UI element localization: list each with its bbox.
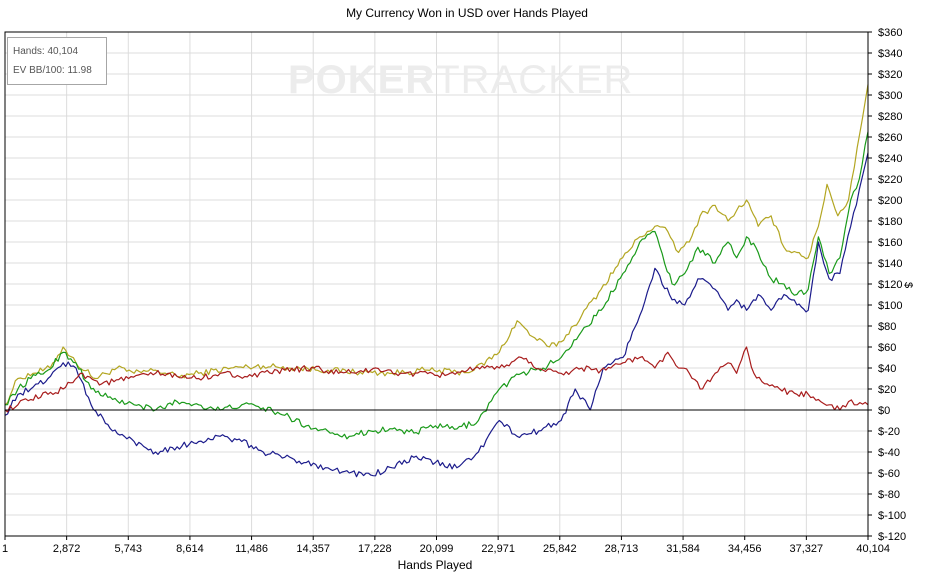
y-tick-label: $320 (878, 69, 902, 81)
x-tick-label: 8,614 (176, 543, 204, 555)
pokertracker-watermark: POKERTRACKER (288, 58, 634, 102)
y-tick-label: $40 (878, 363, 896, 375)
y-tick-label: $280 (878, 111, 902, 123)
x-tick-label: 2,872 (53, 543, 81, 555)
x-axis-ticks: 1 2,872 5,743 8,614 11,486 14,357 17,228 20,099… (2, 536, 890, 555)
x-axis-label: Hands Played (397, 558, 473, 572)
x-tick-label: 11,486 (235, 543, 268, 555)
y-tick-label: $100 (878, 300, 902, 312)
y-tick-label: $-80 (878, 489, 900, 501)
y-tick-label: $20 (878, 384, 896, 396)
y-axis-ticks: $360 $340 $320 $300 $280 $260 $240 $220 $200 $180… (868, 27, 906, 543)
x-tick-label: 17,228 (358, 543, 392, 555)
y-tick-label: $260 (878, 132, 902, 144)
y-tick-label: $-20 (878, 426, 900, 438)
series-line-4 (4, 346, 869, 413)
x-tick-label: 34,456 (728, 543, 762, 555)
y-tick-label: $200 (878, 195, 902, 207)
grid-lines (4, 31, 869, 537)
x-tick-label: 31,584 (666, 543, 700, 555)
x-tick-label: 5,743 (115, 543, 143, 555)
y-tick-label: $120 (878, 279, 902, 291)
y-tick-label: $-100 (878, 510, 906, 522)
y-tick-label: $220 (878, 174, 902, 186)
y-tick-label: $240 (878, 153, 902, 165)
x-tick-label: 20,099 (420, 543, 454, 555)
x-tick-label: 14,357 (296, 543, 330, 555)
y-tick-label: $340 (878, 48, 902, 60)
y-tick-label: $160 (878, 237, 902, 249)
y-tick-label: $-40 (878, 447, 900, 459)
y-axis-label: $ (902, 282, 914, 289)
y-tick-label: $0 (878, 405, 890, 417)
ev-bb-per-100: EV BB/100: 11.98 (13, 65, 92, 76)
y-tick-label: $360 (878, 27, 902, 39)
y-tick-label: $60 (878, 342, 896, 354)
y-tick-label: $80 (878, 321, 896, 333)
y-tick-label: $180 (878, 216, 902, 228)
chart-title: My Currency Won in USD over Hands Played (346, 6, 588, 20)
stats-box: Hands: 40,104 EV BB/100: 11.98 (7, 37, 107, 85)
y-tick-label: $140 (878, 258, 902, 270)
x-tick-label: 37,327 (790, 543, 824, 555)
x-tick-label: 22,971 (481, 543, 515, 555)
y-tick-label: $300 (878, 90, 902, 102)
series-line-3 (4, 152, 869, 478)
series-lines (4, 84, 869, 478)
x-tick-label: 25,842 (543, 543, 577, 555)
y-tick-label: $-120 (878, 531, 906, 543)
x-tick-label: 28,713 (605, 543, 639, 555)
series-line-1 (4, 84, 869, 406)
x-tick-label: 40,104 (856, 543, 890, 555)
hands-count: Hands: 40,104 (13, 46, 79, 57)
series-line-2 (4, 131, 869, 440)
x-tick-label: 1 (2, 543, 8, 555)
y-tick-label: $-60 (878, 468, 900, 480)
